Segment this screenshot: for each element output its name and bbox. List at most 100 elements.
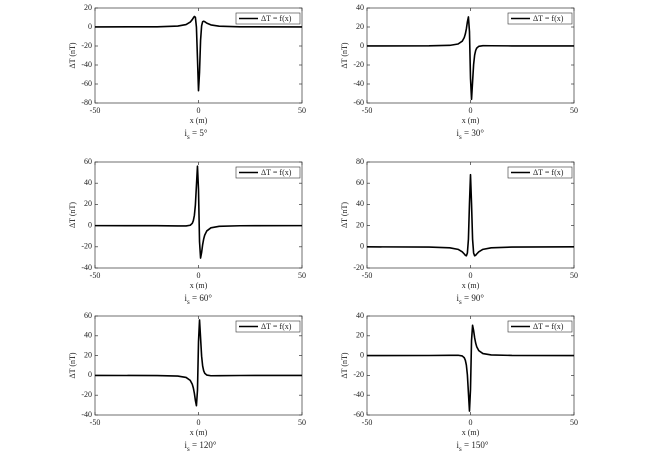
- y-tick-label: 20: [84, 350, 92, 359]
- y-tick-label: -20: [353, 60, 364, 69]
- x-tick-label: -50: [90, 271, 101, 280]
- caption-part: s: [187, 133, 190, 141]
- legend-box: [507, 166, 573, 179]
- y-axis-label: ΔT (nT): [68, 352, 77, 378]
- legend-label: ΔT = f(x): [261, 14, 292, 23]
- y-tick-label: -80: [81, 98, 92, 107]
- legend-label: ΔT = f(x): [261, 322, 292, 331]
- y-tick-label: -20: [353, 263, 364, 272]
- data-line: [366, 324, 575, 412]
- y-tick-label: 0: [88, 370, 92, 379]
- x-tick-label: 50: [298, 418, 306, 427]
- data-line: [366, 16, 575, 101]
- legend-box: [235, 12, 301, 25]
- caption: is = 30°: [457, 128, 485, 141]
- y-tick-label: 20: [84, 3, 92, 12]
- x-tick-label: 50: [570, 271, 578, 280]
- x-tick-label: 50: [570, 106, 578, 115]
- y-tick-label: 0: [360, 242, 364, 251]
- y-tick-label: 20: [356, 22, 364, 31]
- caption: is = 150°: [457, 440, 489, 453]
- y-axis-label: ΔT (nT): [340, 352, 349, 378]
- y-tick-label: -40: [353, 79, 364, 88]
- x-tick-label: -50: [362, 106, 373, 115]
- caption-part: s: [459, 298, 462, 306]
- x-axis-label: x (m): [190, 428, 208, 437]
- y-axis-label: ΔT (nT): [340, 202, 349, 228]
- data-line: [94, 15, 303, 92]
- y-tick-label: 0: [88, 22, 92, 31]
- caption-part: i: [457, 128, 460, 138]
- y-tick-label: -20: [353, 370, 364, 379]
- y-axis-label: ΔT (nT): [68, 202, 77, 228]
- y-tick-label: 60: [84, 157, 92, 166]
- x-tick-label: 50: [298, 271, 306, 280]
- legend-label: ΔT = f(x): [533, 168, 564, 177]
- y-tick-label: -40: [81, 60, 92, 69]
- x-tick-label: 50: [298, 106, 306, 115]
- x-axis-label: x (m): [190, 281, 208, 290]
- data-line: [366, 173, 575, 257]
- y-tick-label: 40: [356, 311, 364, 320]
- legend-box: [507, 320, 573, 333]
- y-axis-label: ΔT (nT): [340, 42, 349, 68]
- legend-box: [507, 12, 573, 25]
- x-axis-label: x (m): [462, 428, 480, 437]
- x-axis-label: x (m): [462, 116, 480, 125]
- x-tick-label: -50: [90, 106, 101, 115]
- caption-part: s: [187, 445, 190, 453]
- caption-part: = 60°: [190, 293, 213, 303]
- y-tick-label: -60: [81, 79, 92, 88]
- y-tick-label: 0: [88, 220, 92, 229]
- caption-part: s: [459, 133, 462, 141]
- caption-part: i: [185, 440, 188, 450]
- legend-label: ΔT = f(x): [533, 14, 564, 23]
- y-tick-label: -40: [81, 263, 92, 272]
- y-tick-label: 40: [356, 3, 364, 12]
- y-tick-label: 40: [84, 331, 92, 340]
- y-tick-label: -40: [353, 390, 364, 399]
- y-tick-label: -20: [81, 41, 92, 50]
- y-tick-label: 20: [356, 331, 364, 340]
- x-tick-label: 0: [469, 418, 473, 427]
- x-tick-label: -50: [90, 418, 101, 427]
- legend-label: ΔT = f(x): [261, 168, 292, 177]
- y-tick-label: 40: [356, 199, 364, 208]
- caption-part: = 120°: [190, 440, 217, 450]
- x-tick-label: -50: [362, 418, 373, 427]
- y-tick-label: 0: [360, 350, 364, 359]
- data-line: [94, 319, 303, 407]
- y-tick-label: 60: [84, 311, 92, 320]
- x-axis-label: x (m): [462, 281, 480, 290]
- caption-part: i: [457, 440, 460, 450]
- x-tick-label: 0: [197, 418, 201, 427]
- y-tick-label: -40: [81, 410, 92, 419]
- x-tick-label: 50: [570, 418, 578, 427]
- legend-label: ΔT = f(x): [533, 322, 564, 331]
- y-tick-label: -60: [353, 98, 364, 107]
- legend-box: [235, 320, 301, 333]
- caption: is = 60°: [185, 293, 213, 306]
- y-tick-label: 80: [356, 157, 364, 166]
- legend-box: [235, 166, 301, 179]
- y-tick-label: 0: [360, 41, 364, 50]
- y-tick-label: -60: [353, 410, 364, 419]
- caption: is = 90°: [457, 293, 485, 306]
- caption-part: s: [459, 445, 462, 453]
- caption-part: s: [187, 298, 190, 306]
- x-tick-label: 0: [197, 271, 201, 280]
- caption-part: = 30°: [462, 128, 485, 138]
- y-tick-label: 60: [356, 178, 364, 187]
- caption-part: = 150°: [462, 440, 489, 450]
- caption: is = 5°: [185, 128, 208, 141]
- caption: is = 120°: [185, 440, 217, 453]
- y-axis-label: ΔT (nT): [68, 42, 77, 68]
- y-tick-label: -20: [81, 242, 92, 251]
- caption-part: = 5°: [190, 128, 208, 138]
- x-tick-label: 0: [197, 106, 201, 115]
- y-tick-label: 40: [84, 178, 92, 187]
- x-tick-label: -50: [362, 271, 373, 280]
- x-tick-label: 0: [469, 106, 473, 115]
- caption-part: i: [457, 293, 460, 303]
